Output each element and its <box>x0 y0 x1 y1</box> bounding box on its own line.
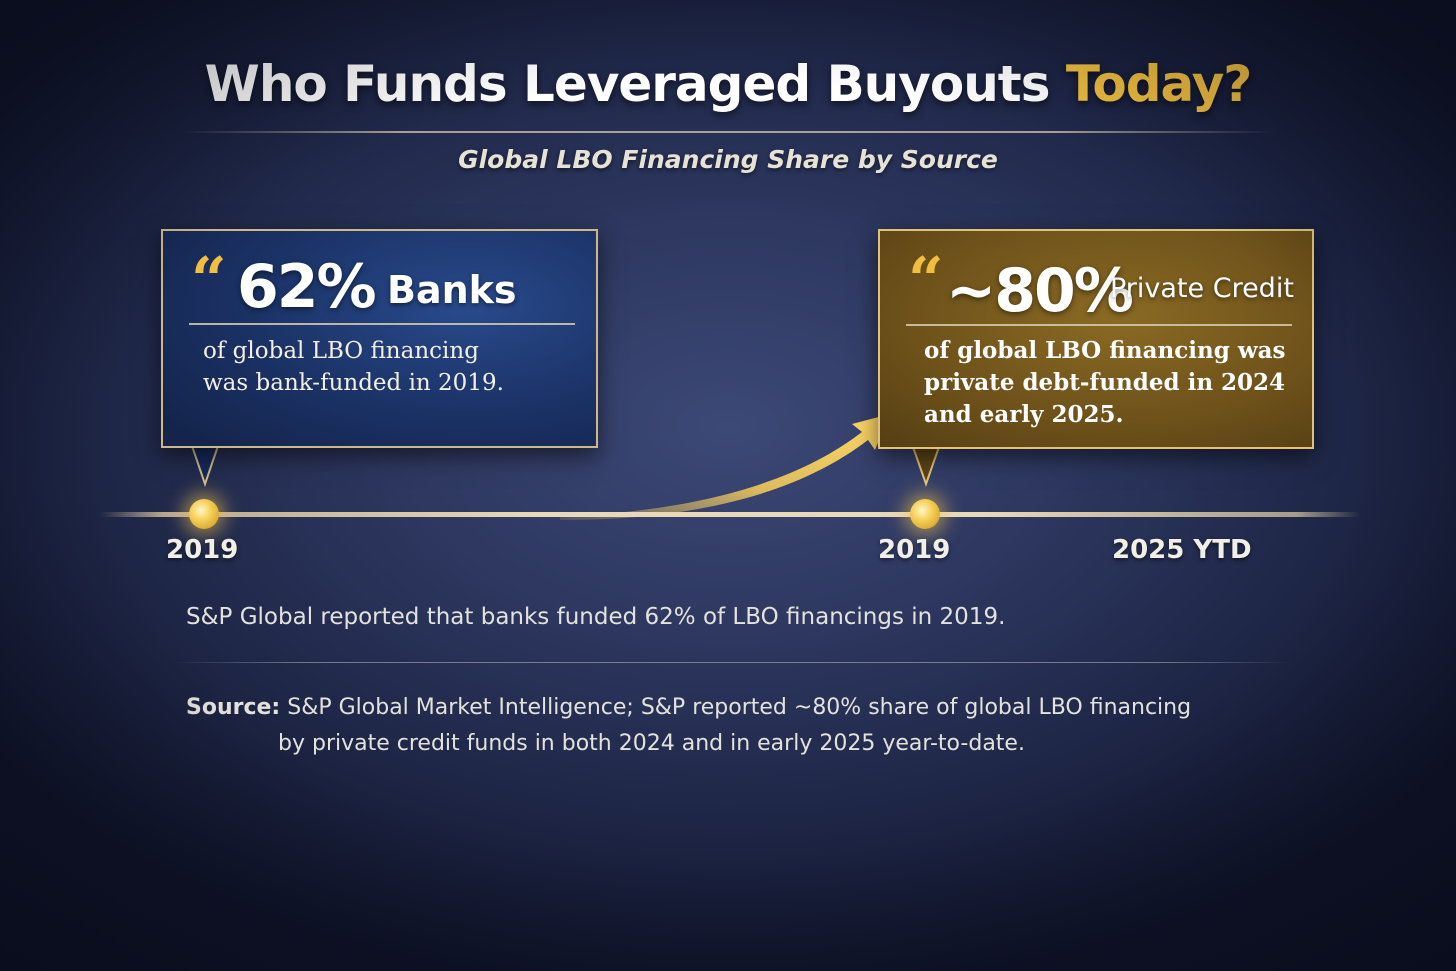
private-body-line3: and early 2025. <box>924 401 1124 428</box>
page-title: Who Funds Leveraged Buyouts Today? <box>0 55 1456 113</box>
timeline-label-2025-ytd: 2025 YTD <box>1112 535 1252 565</box>
source-label: Source: <box>186 695 281 720</box>
timeline-dot-icon <box>189 499 219 529</box>
private-credit-percent: ~80% <box>946 256 1134 326</box>
timeline-dot-icon <box>910 499 940 529</box>
banks-body-line1: of global LBO financing <box>203 338 479 364</box>
banks-percent: 62% <box>237 252 377 322</box>
summary-note: S&P Global reported that banks funded 62… <box>186 604 1006 630</box>
quote-mark-icon: “ <box>908 243 944 316</box>
banks-callout-divider <box>189 323 575 325</box>
timeline-label-2019-first: 2019 <box>166 535 239 565</box>
timeline-line <box>100 512 1360 517</box>
private-credit-label: Private Credit <box>1110 273 1294 304</box>
timeline-label-2019-second: 2019 <box>878 535 951 565</box>
curved-arrow-icon <box>560 414 890 520</box>
banks-label: Banks <box>387 268 517 312</box>
title-accent: Today? <box>1065 55 1252 113</box>
note-divider <box>172 662 1292 663</box>
title-divider <box>180 131 1276 133</box>
private-body-line1: of global LBO financing was <box>924 337 1286 364</box>
quote-mark-icon: “ <box>191 243 227 316</box>
source-line2: by private credit funds in both 2024 and… <box>278 731 1025 756</box>
private-credit-callout: “ ~80% Private Credit of global LBO fina… <box>878 229 1314 449</box>
private-callout-pointer <box>912 446 940 488</box>
source-citation: Source: S&P Global Market Intelligence; … <box>186 690 1191 762</box>
title-main: Who Funds Leveraged Buyouts <box>204 55 1051 113</box>
page-subtitle: Global LBO Financing Share by Source <box>458 145 998 174</box>
source-line1: S&P Global Market Intelligence; S&P repo… <box>287 695 1192 720</box>
banks-callout-pointer <box>191 445 219 488</box>
banks-body-line2: was bank-funded in 2019. <box>203 370 504 396</box>
banks-callout: “ 62% Banks of global LBO financing was … <box>161 229 598 448</box>
private-callout-divider <box>906 324 1292 326</box>
private-body-line2: private debt-funded in 2024 <box>924 369 1286 396</box>
